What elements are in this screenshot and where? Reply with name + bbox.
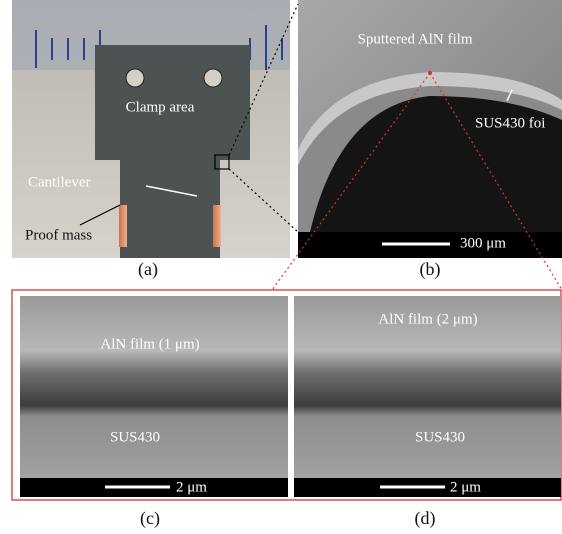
panel-b: Sputtered AlN film SUS430 foi 300 μm [298,0,562,258]
proof-mass [119,205,127,247]
annotation: Sputtered AlN film [358,31,473,47]
scale-label: 2 μm [450,479,481,495]
panel-label: (a) [138,259,158,280]
panel-label: (d) [415,508,436,529]
zoom-point [428,71,432,75]
annotation: Cantilever [28,174,90,190]
sem-image [20,296,288,478]
panel-a: Clamp area Cantilever Proof mass [12,0,290,258]
screw-hole [204,69,222,87]
panel-d: AlN film (2 μm) SUS430 2 μm [294,296,561,497]
figure: Clamp area Cantilever Proof mass (a) Spu… [0,0,562,534]
annotation: SUS430 foi [475,115,545,131]
scale-label: 300 μm [460,235,506,251]
annotation: AlN film (1 μm) [100,336,199,352]
panel-label: (c) [140,508,160,529]
annotation: AlN film (2 μm) [378,311,477,327]
proof-mass [213,205,221,247]
panel-label: (b) [420,259,441,280]
screw-hole [126,69,144,87]
annotation: Proof mass [25,227,92,243]
annotation: SUS430 [415,429,465,445]
panel-c: AlN film (1 μm) SUS430 2 μm [20,296,288,497]
annotation: Clamp area [126,99,195,115]
annotation: SUS430 [110,429,160,445]
scale-label: 2 μm [176,479,207,495]
